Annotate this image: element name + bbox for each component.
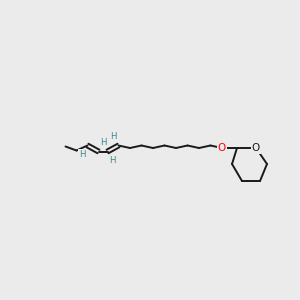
Text: H: H — [80, 150, 86, 159]
Text: O: O — [218, 143, 226, 153]
Text: H: H — [110, 132, 117, 141]
Text: H: H — [109, 156, 116, 165]
Text: O: O — [252, 143, 260, 153]
Text: H: H — [100, 138, 106, 147]
